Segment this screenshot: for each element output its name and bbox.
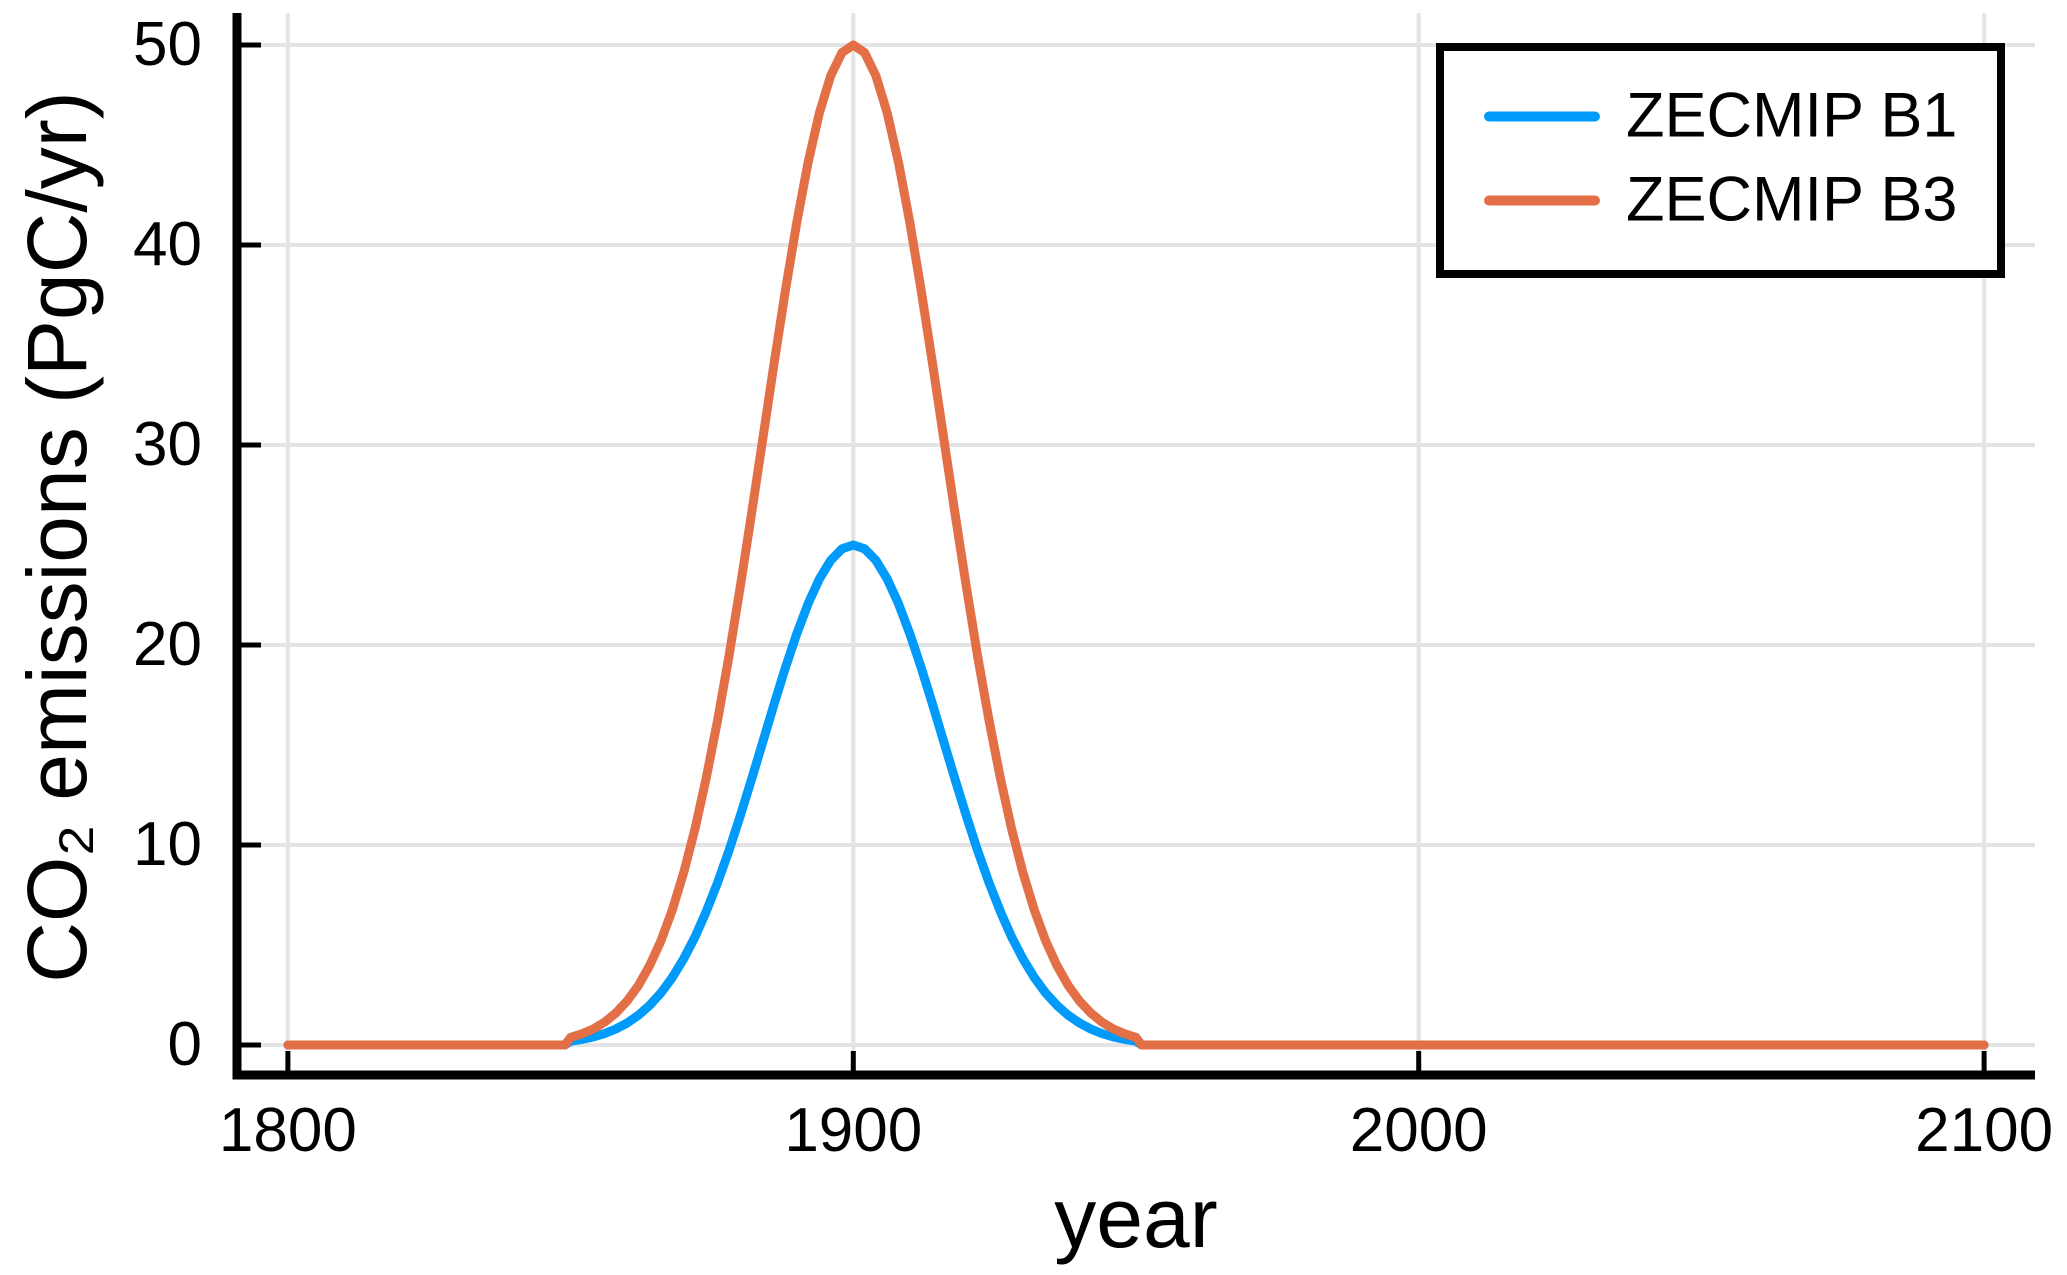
- y-tick-label-10: 10: [133, 810, 202, 879]
- series-line-zecmip-b3: [283, 40, 1989, 1050]
- legend-line-swatch-b3: [1484, 195, 1600, 205]
- series-line-zecmip-b1: [283, 540, 1989, 1050]
- x-tick-label-2000: 2000: [1349, 1096, 1488, 1165]
- x-axis-label: year: [1054, 1171, 1218, 1265]
- legend-label-b3: ZECMIP B3: [1626, 164, 1958, 235]
- legend-item-zecmip-b3: ZECMIP B3: [1484, 164, 1958, 235]
- legend-label-b1: ZECMIP B1: [1626, 80, 1958, 151]
- y-tick-label-50: 50: [133, 10, 202, 79]
- legend-item-zecmip-b1: ZECMIP B1: [1484, 80, 1958, 151]
- x-tick-label-1900: 1900: [784, 1096, 923, 1165]
- legend: ZECMIP B1 ZECMIP B3: [1436, 43, 2005, 278]
- x-tick-label-1800: 1800: [218, 1096, 357, 1165]
- x-tick-label-2100: 2100: [1915, 1096, 2054, 1165]
- y-tick-label-40: 40: [133, 210, 202, 279]
- y-tick-label-0: 0: [167, 1010, 202, 1079]
- legend-line-swatch-b1: [1484, 111, 1600, 121]
- y-tick-label-20: 20: [133, 610, 202, 679]
- y-tick-label-30: 30: [133, 410, 202, 479]
